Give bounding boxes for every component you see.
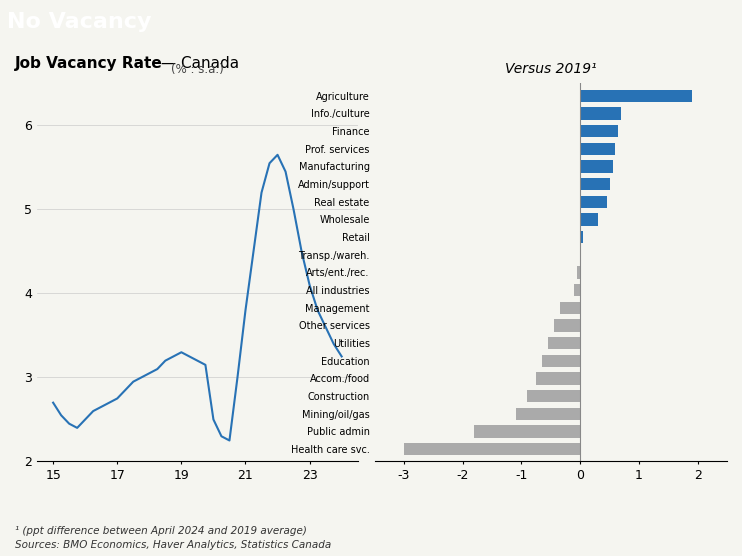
Bar <box>559 301 580 314</box>
Bar <box>528 390 580 403</box>
Bar <box>536 373 580 385</box>
Bar <box>580 142 616 155</box>
Bar <box>580 214 598 226</box>
Text: No Vacancy: No Vacancy <box>7 12 152 32</box>
Bar <box>548 337 580 349</box>
Text: Job Vacancy Rate: Job Vacancy Rate <box>15 57 162 71</box>
Bar <box>516 408 580 420</box>
Bar <box>580 178 610 190</box>
Bar <box>554 319 580 331</box>
Text: — Canada: — Canada <box>156 57 239 71</box>
Bar <box>542 355 580 367</box>
Bar <box>474 425 580 438</box>
Bar <box>404 443 580 455</box>
Bar <box>580 90 692 102</box>
Bar <box>574 284 580 296</box>
Text: Versus 2019¹: Versus 2019¹ <box>505 62 597 76</box>
Text: (% : s.a.): (% : s.a.) <box>171 63 224 76</box>
Text: ¹ (ppt difference between April 2024 and 2019 average)
Sources: BMO Economics, H: ¹ (ppt difference between April 2024 and… <box>15 527 331 550</box>
Bar <box>580 125 618 137</box>
Bar <box>580 231 583 244</box>
Bar <box>580 160 613 172</box>
Bar <box>580 196 607 208</box>
Bar <box>580 107 621 120</box>
Bar <box>577 266 580 279</box>
